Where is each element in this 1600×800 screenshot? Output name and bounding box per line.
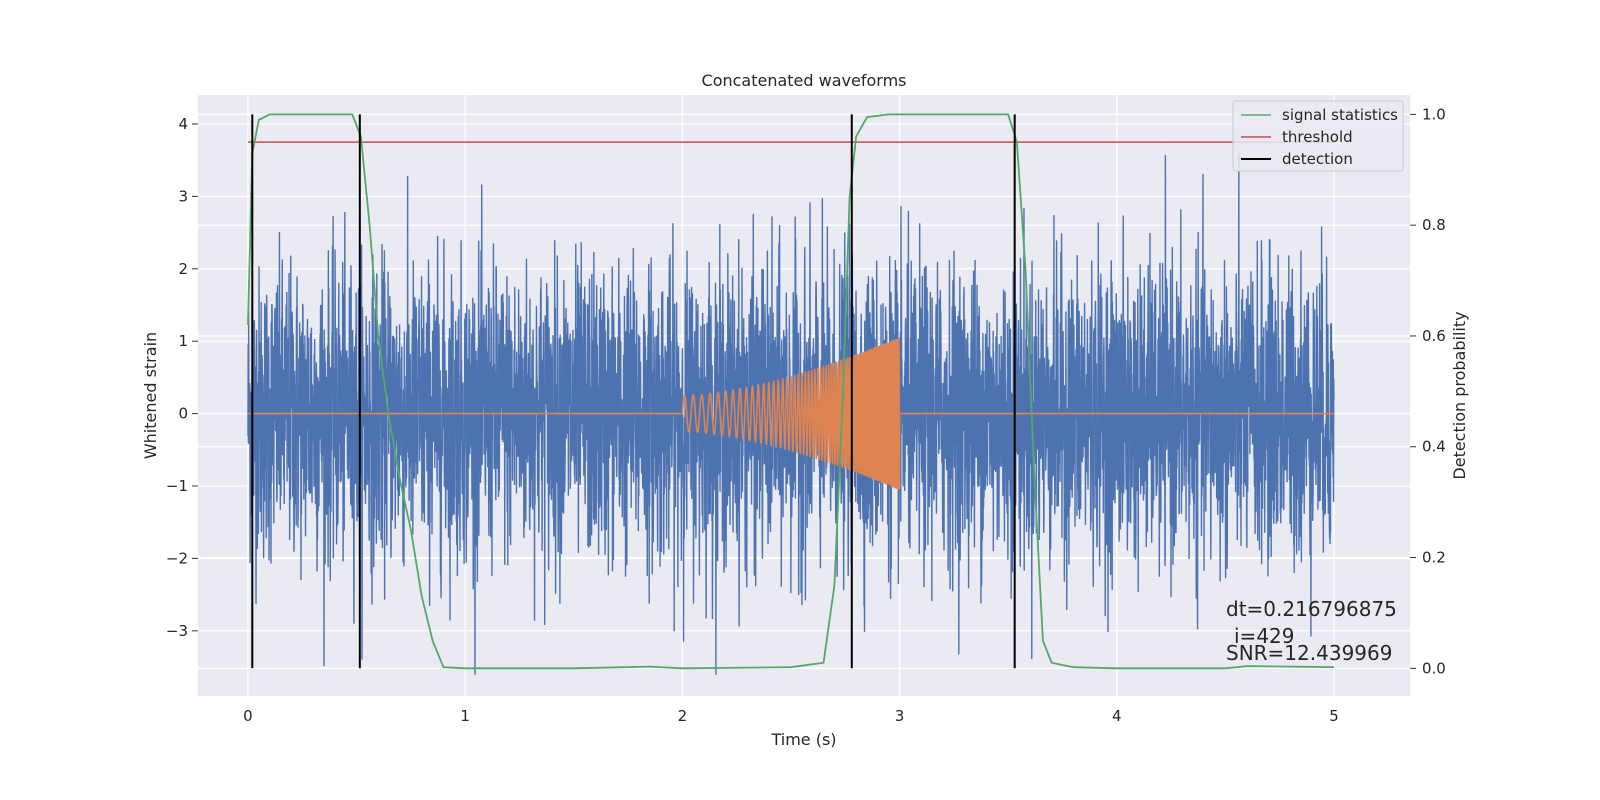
x-tick-label: 0 xyxy=(243,707,253,725)
y-tick-label-left: −3 xyxy=(166,622,188,640)
x-tick-label: 5 xyxy=(1329,707,1339,725)
chart-title: Concatenated waveforms xyxy=(702,71,907,90)
y-tick-label-right: 1.0 xyxy=(1422,105,1446,123)
strain-noise-line xyxy=(247,153,1335,675)
y-tick-label-right: 0.6 xyxy=(1422,327,1446,345)
y-tick-label-left: 2 xyxy=(178,260,188,278)
legend-label-threshold: threshold xyxy=(1282,128,1353,146)
y-tick-label-left: 4 xyxy=(178,115,188,133)
y-axis-label-right: Detection probability xyxy=(1450,311,1469,479)
x-tick-label: 2 xyxy=(678,707,688,725)
y-tick-label-right: 0.4 xyxy=(1422,438,1446,456)
plot-marks xyxy=(247,113,1335,675)
annotation-index: i=429 xyxy=(1234,624,1295,648)
annotation-snr: SNR=12.439969 xyxy=(1226,641,1392,665)
tick-labels: 0 1 2 3 4 5 −3 −2 −1 0 1 2 3 4 0.0 0.2 0.4 0.6 0.8 1.0 xyxy=(166,105,1446,725)
y-axis-label-left: Whitened strain xyxy=(141,332,160,459)
axes: 0 1 2 3 4 5 −3 −2 −1 0 1 2 3 4 0.0 0.2 0.4 0.6 0.8 1.0 xyxy=(166,95,1446,725)
legend-box xyxy=(1232,100,1404,172)
x-tick-label: 4 xyxy=(1112,707,1122,725)
y-tick-label-left: −2 xyxy=(166,549,188,567)
signal-statistics-line xyxy=(247,113,1334,670)
y-tick-label-left: 1 xyxy=(178,332,188,350)
x-axis-label: Time (s) xyxy=(770,730,836,749)
x-tick-label: 1 xyxy=(460,707,470,725)
y-tick-label-left: 3 xyxy=(178,187,188,205)
y-tick-label-left: 0 xyxy=(178,405,188,423)
y-tick-label-right: 0.2 xyxy=(1422,549,1446,567)
annotation-dt: dt=0.216796875 xyxy=(1226,597,1397,621)
y-tick-label-right: 0.0 xyxy=(1422,659,1446,677)
y-tick-label-right: 0.8 xyxy=(1422,216,1446,234)
y-tick-label-left: −1 xyxy=(166,477,188,495)
legend: signal statistics threshold detection xyxy=(1232,100,1404,172)
legend-label-detection: detection xyxy=(1282,150,1353,168)
chirp-waveform-line xyxy=(247,337,1334,490)
legend-label-signal-statistics: signal statistics xyxy=(1282,106,1398,124)
x-tick-label: 3 xyxy=(895,707,905,725)
